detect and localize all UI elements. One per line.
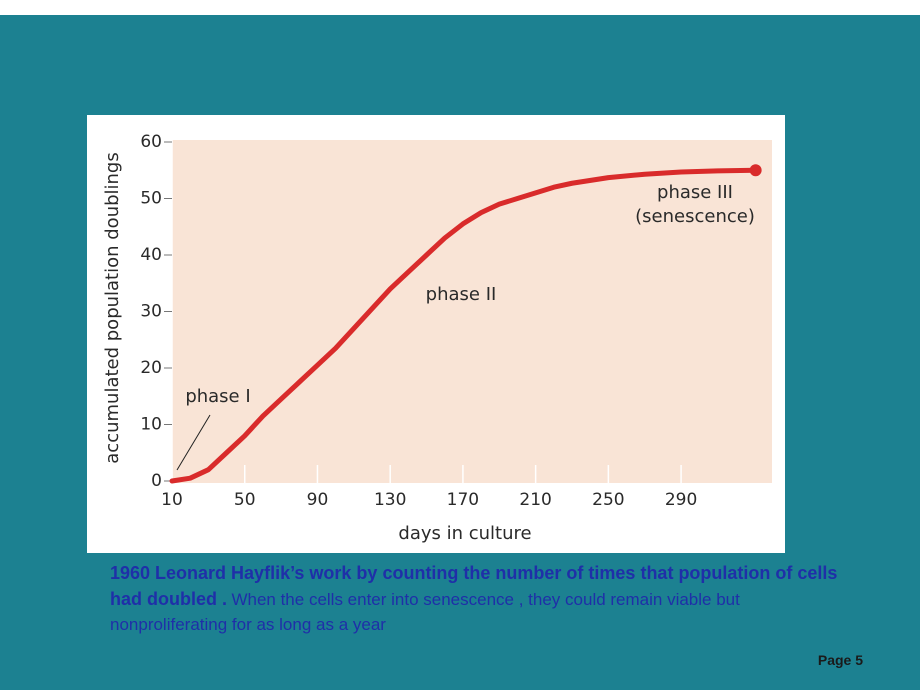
x-tick-label: 210: [519, 490, 551, 510]
x-tick-label: 130: [374, 490, 406, 510]
y-tick-label: 50: [140, 189, 162, 209]
annotation: phase II: [426, 284, 497, 305]
x-tick-label: 10: [161, 490, 183, 510]
y-tick-label: 40: [140, 245, 162, 265]
caption-text: When the cells enter into senescence , t…: [110, 590, 740, 634]
x-axis-label: days in culture: [398, 523, 531, 544]
x-tick-label: 50: [234, 490, 256, 510]
data-line: [169, 167, 759, 484]
y-axis-label: accumulated population doublings: [102, 152, 123, 463]
x-tick-label: 250: [592, 490, 624, 510]
x-tick-label: 90: [307, 490, 329, 510]
y-tick-label: 60: [140, 132, 162, 152]
annotation-pointer: [176, 414, 211, 471]
caption: 1960 Leonard Hayflik’s work by counting …: [110, 561, 840, 638]
x-tick-label: 290: [665, 490, 697, 510]
y-tick-label: 20: [140, 358, 162, 378]
y-tick-label: 30: [140, 302, 162, 322]
annotation: phase III: [657, 182, 733, 203]
page-number: Page 5: [817, 652, 863, 668]
x-tick-label: 170: [447, 490, 479, 510]
annotation: (senescence): [635, 206, 755, 227]
top-bar: [0, 0, 920, 15]
y-tick-label: 0: [151, 471, 162, 491]
plot-area: [172, 140, 772, 483]
y-tick-label: 10: [140, 415, 162, 435]
annotation: phase I: [185, 386, 250, 407]
caption-bold: 1960 Leonard Hayflik’s work by counting …: [110, 563, 838, 609]
end-point: [749, 164, 762, 177]
